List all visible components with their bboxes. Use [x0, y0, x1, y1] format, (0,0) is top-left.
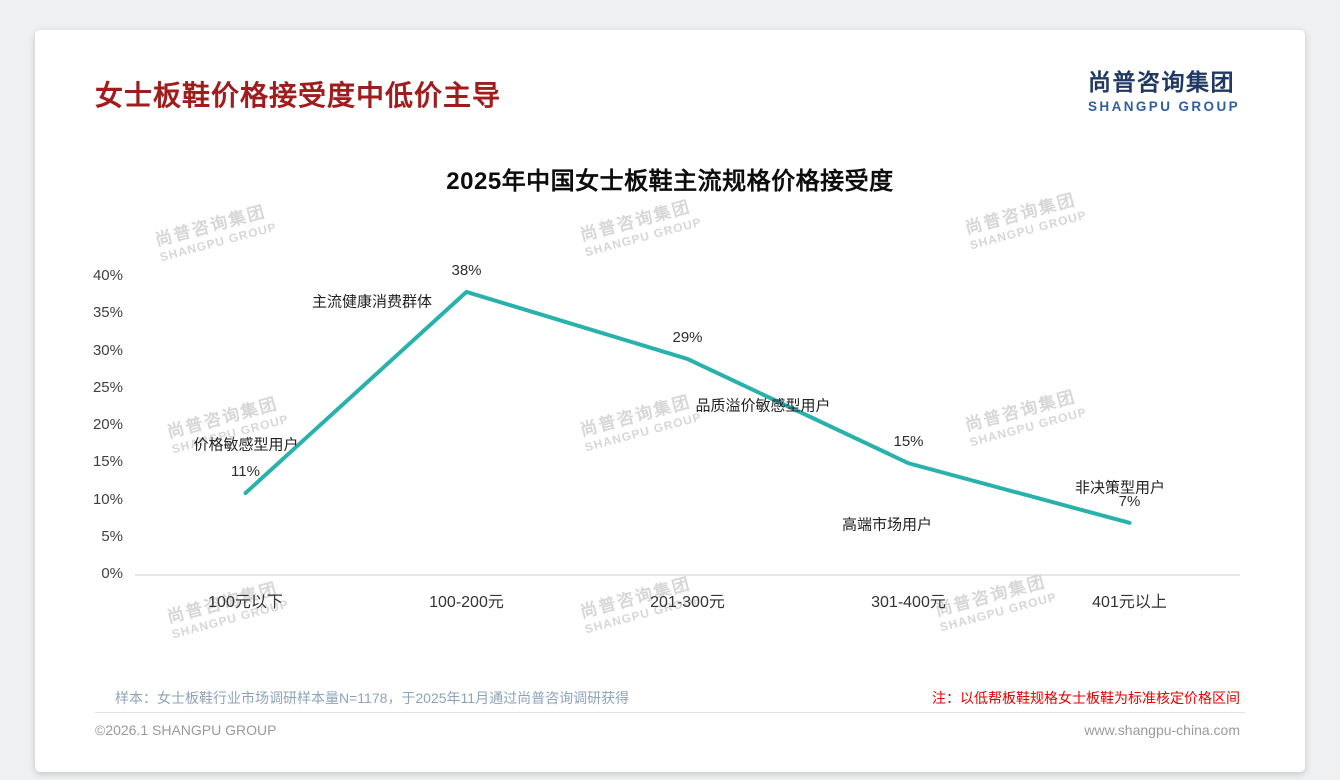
x-category-label: 201-300元 [650, 594, 725, 611]
copyright-text: ©2026.1 SHANGPU GROUP [95, 722, 277, 738]
data-line [243, 289, 1132, 525]
y-tick-label: 0% [101, 565, 123, 582]
value-label: 38% [451, 261, 482, 279]
point-annotation: 高端市场用户 [841, 516, 933, 534]
point-annotation: 主流健康消费群体 [311, 293, 433, 311]
x-category-label: 301-400元 [871, 594, 946, 611]
website-url: www.shangpu-china.com [1084, 722, 1240, 738]
company-logo: 尚普咨询集团 SHANGPU GROUP [1088, 63, 1240, 114]
y-tick-label: 10% [92, 490, 123, 508]
point-annotation: 非决策型用户 [1074, 479, 1166, 497]
logo-en-text: SHANGPU GROUP [1088, 99, 1240, 114]
value-label: 15% [893, 433, 924, 451]
y-tick-label: 15% [92, 453, 123, 471]
y-tick-label: 30% [92, 341, 123, 359]
y-tick-label: 5% [101, 527, 123, 545]
price-range-note: 注：以低帮板鞋规格女士板鞋为标准核定价格区间 [932, 690, 1240, 706]
sample-note: 样本：女士板鞋行业市场调研样本量N=1178，于2025年11月通过尚普咨询调研… [115, 690, 630, 706]
line-chart: 0% 5% 10% 15% 20% 25% 30% 35% 40% 100元以下 100-200元 2… [35, 230, 1305, 650]
chart-title: 2025年中国女士板鞋主流规格价格接受度 [446, 168, 894, 195]
point-annotation: 品质溢价敏感型用户 [695, 397, 831, 415]
y-tick-label: 25% [92, 378, 123, 396]
y-tick-label: 20% [92, 416, 123, 433]
slide-card: 尚普咨询集团 SHANGPU GROUP 尚普咨询集团 SHANGPU GROUP 尚普… [35, 30, 1305, 772]
x-category-label: 100元以下 [208, 594, 283, 611]
y-tick-label: 35% [92, 304, 123, 322]
value-label: 11% [231, 463, 260, 481]
value-label: 7% [1118, 492, 1141, 510]
x-category-label: 401元以上 [1092, 594, 1167, 611]
point-annotation: 价格敏感型用户 [193, 436, 299, 454]
page-title: 女士板鞋价格接受度中低价主导 [95, 80, 502, 111]
logo-cn-text: 尚普咨询集团 [1088, 69, 1236, 95]
footer-divider [95, 712, 1245, 713]
chart-svg [135, 289, 1240, 576]
x-category-label: 100-200元 [429, 594, 504, 611]
y-tick-label: 40% [92, 267, 123, 284]
value-label: 29% [672, 328, 703, 346]
